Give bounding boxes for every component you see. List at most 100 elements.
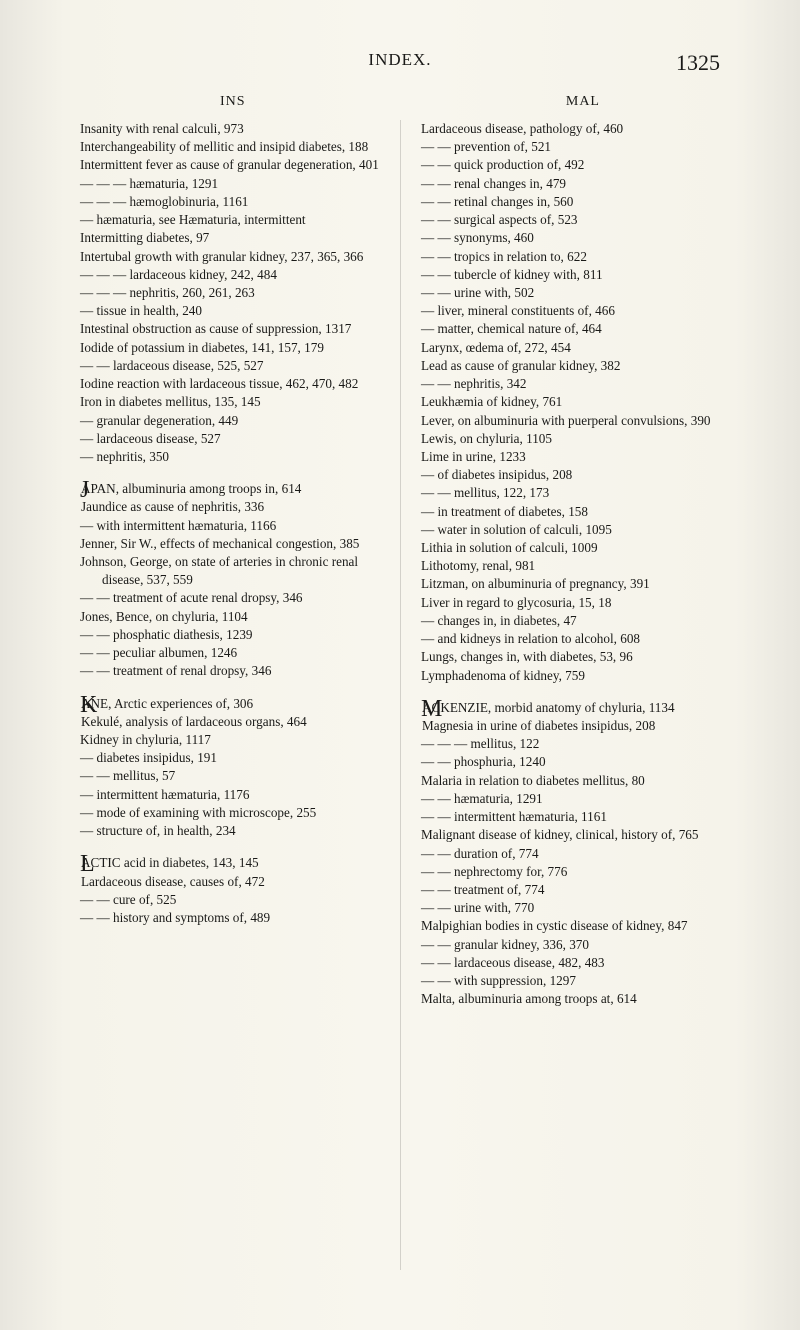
index-entry: Insanity with renal calculi, 973 — [80, 120, 389, 138]
index-entry: — — nephritis, 342 — [421, 375, 730, 393]
index-entry: — matter, chemical nature of, 464 — [421, 320, 730, 338]
section-gap — [80, 681, 389, 695]
page: INDEX. 1325 INS MAL Insanity with renal … — [0, 0, 800, 1330]
index-entry: — — intermittent hæmaturia, 1161 — [421, 808, 730, 826]
section-gap — [80, 466, 389, 480]
index-entry: Intermitting diabetes, 97 — [80, 229, 389, 247]
index-entry: Lymphadenoma of kidney, 759 — [421, 667, 730, 685]
index-entry: Johnson, George, on state of arteries in… — [80, 553, 389, 589]
index-entry: — — granular kidney, 336, 370 — [421, 936, 730, 954]
index-entry: — granular degeneration, 449 — [80, 412, 389, 430]
index-entry: Lever, on albuminuria with puerperal con… — [421, 412, 730, 430]
index-entry: — mode of examining with microscope, 255 — [80, 804, 389, 822]
index-entry: Jaundice as cause of nephritis, 336 — [80, 498, 389, 516]
index-entry: Lardaceous disease, causes of, 472 — [80, 873, 389, 891]
index-entry: — nephritis, 350 — [80, 448, 389, 466]
index-entry: — — phosphuria, 1240 — [421, 753, 730, 771]
index-entry: Malpighian bodies in cystic disease of k… — [421, 917, 730, 935]
index-entry: Iodine reaction with lardaceous tissue, … — [80, 375, 389, 393]
index-entry: — — urine with, 502 — [421, 284, 730, 302]
index-entry: — — urine with, 770 — [421, 899, 730, 917]
index-entry: — — surgical aspects of, 523 — [421, 211, 730, 229]
index-entry: — — duration of, 774 — [421, 845, 730, 863]
index-entry: Lewis, on chyluria, 1105 — [421, 430, 730, 448]
index-entry: — — quick production of, 492 — [421, 156, 730, 174]
index-entry: — water in solution of calculi, 1095 — [421, 521, 730, 539]
index-entry: — — — nephritis, 260, 261, 263 — [80, 284, 389, 302]
index-entry: Intestinal obstruction as cause of suppr… — [80, 320, 389, 338]
index-entry: Lead as cause of granular kidney, 382 — [421, 357, 730, 375]
index-entry: Jenner, Sir W., effects of mechanical co… — [80, 535, 389, 553]
index-entry: — hæmaturia, see Hæmaturia, intermittent — [80, 211, 389, 229]
index-entry: — lardaceous disease, 527 — [80, 430, 389, 448]
index-entry: Lime in urine, 1233 — [421, 448, 730, 466]
index-entry: Kidney in chyluria, 1117 — [80, 731, 389, 749]
index-entry: Interchangeability of mellitic and insip… — [80, 138, 389, 156]
header-row: INDEX. 1325 — [80, 50, 730, 76]
index-entry: — — nephrectomy for, 776 — [421, 863, 730, 881]
index-entry: — — prevention of, 521 — [421, 138, 730, 156]
index-entry: — — retinal changes in, 560 — [421, 193, 730, 211]
index-entry: Kekulé, analysis of lardaceous organs, 4… — [80, 713, 389, 731]
index-entry: Lungs, changes in, with diabetes, 53, 96 — [421, 648, 730, 666]
right-column-head: MAL — [566, 94, 600, 110]
index-entry-dropcap: MACKENZIE, morbid anatomy of chyluria, 1… — [421, 699, 730, 717]
page-number: 1325 — [676, 50, 720, 76]
index-entry: Litzman, on albuminuria of pregnancy, 39… — [421, 575, 730, 593]
section-gap — [421, 685, 730, 699]
index-entry: — — history and symptoms of, 489 — [80, 909, 389, 927]
index-entry: — and kidneys in relation to alcohol, 60… — [421, 630, 730, 648]
index-entry: Leukhæmia of kidney, 761 — [421, 393, 730, 411]
header-title: INDEX. — [368, 50, 431, 70]
index-entry: Iron in diabetes mellitus, 135, 145 — [80, 393, 389, 411]
index-entry: — of diabetes insipidus, 208 — [421, 466, 730, 484]
index-entry: — — mellitus, 122, 173 — [421, 484, 730, 502]
index-entry: Larynx, œdema of, 272, 454 — [421, 339, 730, 357]
index-entry: — — with suppression, 1297 — [421, 972, 730, 990]
index-entry: — — phosphatic diathesis, 1239 — [80, 626, 389, 644]
index-entry-dropcap: LACTIC acid in diabetes, 143, 145 — [80, 854, 389, 872]
index-entry: — — tubercle of kidney with, 811 — [421, 266, 730, 284]
index-entry: — structure of, in health, 234 — [80, 822, 389, 840]
index-entry: — — tropics in relation to, 622 — [421, 248, 730, 266]
column-divider — [400, 120, 401, 1270]
index-entry: — intermittent hæmaturia, 1176 — [80, 786, 389, 804]
index-entry: — — mellitus, 57 — [80, 767, 389, 785]
index-entry: — liver, mineral constituents of, 466 — [421, 302, 730, 320]
index-entry: — — synonyms, 460 — [421, 229, 730, 247]
index-entry: Jones, Bence, on chyluria, 1104 — [80, 608, 389, 626]
index-entry: — — lardaceous disease, 525, 527 — [80, 357, 389, 375]
index-entry: — — hæmaturia, 1291 — [421, 790, 730, 808]
index-entry: Malignant disease of kidney, clinical, h… — [421, 826, 730, 844]
index-entry: Liver in regard to glycosuria, 15, 18 — [421, 594, 730, 612]
index-entry: — — treatment of acute renal dropsy, 346 — [80, 589, 389, 607]
index-entry: — changes in, in diabetes, 47 — [421, 612, 730, 630]
index-entry: Malta, albuminuria among troops at, 614 — [421, 990, 730, 1008]
index-entry: — — — mellitus, 122 — [421, 735, 730, 753]
index-entry: Lardaceous disease, pathology of, 460 — [421, 120, 730, 138]
left-column-head: INS — [220, 94, 246, 110]
index-entry: Lithotomy, renal, 981 — [421, 557, 730, 575]
section-gap — [80, 840, 389, 854]
index-entry: — — peculiar albumen, 1246 — [80, 644, 389, 662]
index-entry: Malaria in relation to diabetes mellitus… — [421, 772, 730, 790]
index-entry: — in treatment of diabetes, 158 — [421, 503, 730, 521]
index-entry: — — cure of, 525 — [80, 891, 389, 909]
index-entry: — with intermittent hæmaturia, 1166 — [80, 517, 389, 535]
index-entry: Lithia in solution of calculi, 1009 — [421, 539, 730, 557]
index-entry-dropcap: JAPAN, albuminuria among troops in, 614 — [80, 480, 389, 498]
index-entry: — tissue in health, 240 — [80, 302, 389, 320]
index-entry: Intermittent fever as cause of granular … — [80, 156, 389, 174]
index-entry: — — treatment of, 774 — [421, 881, 730, 899]
index-entry: Iodide of potassium in diabetes, 141, 15… — [80, 339, 389, 357]
index-entry: — — treatment of renal dropsy, 346 — [80, 662, 389, 680]
column-heads: INS MAL — [80, 94, 730, 110]
index-entry: Intertubal growth with granular kidney, … — [80, 248, 389, 266]
index-entry: — diabetes insipidus, 191 — [80, 749, 389, 767]
index-entry: — — — hæmaturia, 1291 — [80, 175, 389, 193]
index-columns: Insanity with renal calculi, 973 Interch… — [80, 120, 730, 1009]
index-entry: — — — hæmoglobinuria, 1161 — [80, 193, 389, 211]
index-entry: — — renal changes in, 479 — [421, 175, 730, 193]
index-entry: Magnesia in urine of diabetes insipidus,… — [421, 717, 730, 735]
index-entry: — — lardaceous disease, 482, 483 — [421, 954, 730, 972]
